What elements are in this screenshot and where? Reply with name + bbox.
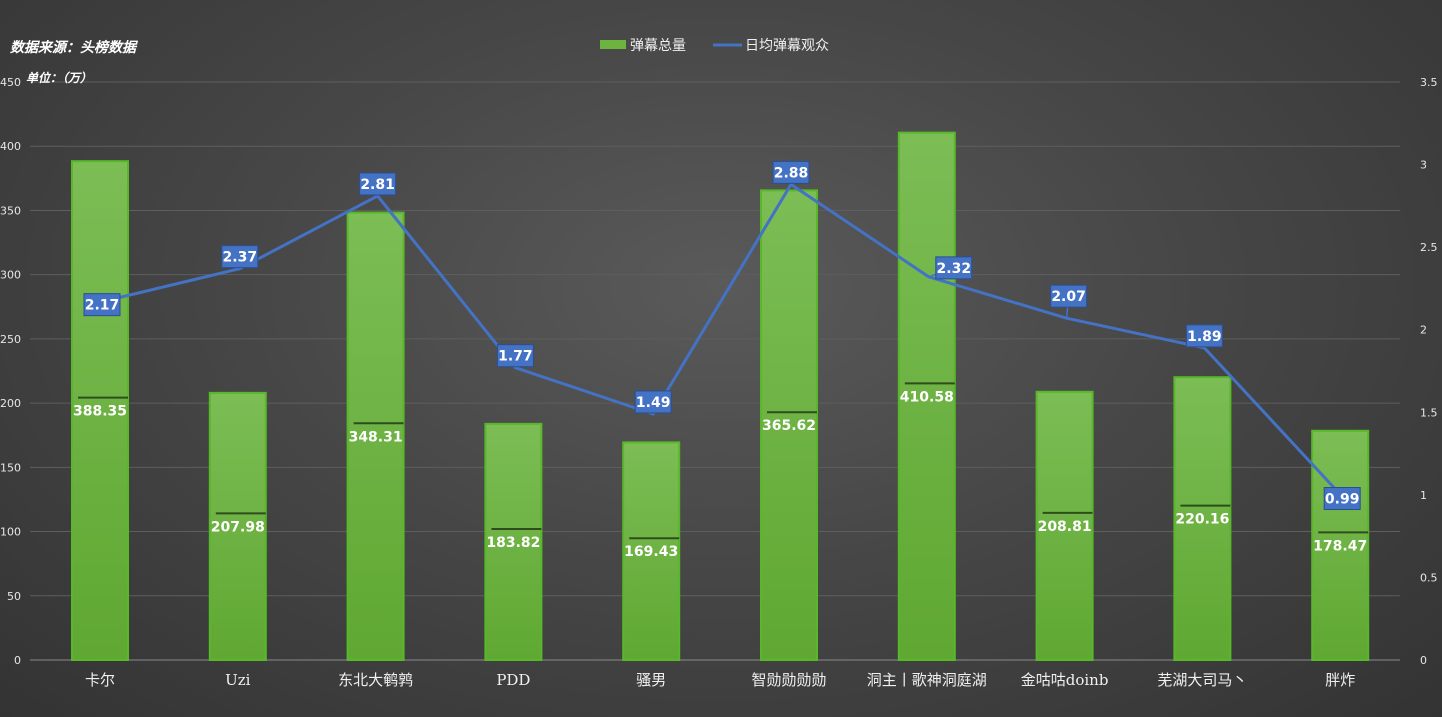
line-value-label: 2.17 bbox=[85, 298, 120, 314]
line-label-box bbox=[83, 293, 121, 317]
left-tick-label: 350 bbox=[0, 204, 21, 217]
line-value-label: 2.37 bbox=[223, 250, 258, 266]
legend-line-label: 日均弹幕观众 bbox=[745, 38, 829, 54]
left-axis-ticks: 0 50 100 150 200 250 300 350 400 450 bbox=[0, 76, 21, 667]
bar-6 bbox=[760, 189, 818, 662]
line-value-label: 2.81 bbox=[360, 177, 395, 193]
line-value-label: 1.89 bbox=[1187, 329, 1222, 345]
line-series bbox=[101, 172, 1344, 499]
right-tick-label: 1.5 bbox=[1420, 406, 1438, 419]
category-label: 胖炸 bbox=[1325, 671, 1355, 689]
left-tick-label: 0 bbox=[14, 654, 21, 667]
legend-bar-swatch bbox=[600, 40, 626, 49]
category-label: PDD bbox=[496, 671, 530, 689]
line-value-label: 2.07 bbox=[1051, 289, 1086, 305]
right-tick-label: 2 bbox=[1420, 324, 1427, 337]
category-label: 金咕咕doinb bbox=[1021, 671, 1109, 689]
bar-5 bbox=[622, 441, 681, 662]
line-value-label: 2.88 bbox=[774, 165, 809, 181]
bar-10 bbox=[1311, 429, 1370, 661]
data-source-label: 数据来源：头榜数据 bbox=[10, 39, 139, 56]
bar-value-label: 208.81 bbox=[1038, 519, 1092, 535]
category-label: 东北大鹌鹑 bbox=[338, 671, 413, 689]
unit-label: 单位：（万） bbox=[26, 71, 92, 85]
left-tick-label: 400 bbox=[0, 140, 21, 153]
bars bbox=[71, 131, 1370, 662]
category-label: Uzi bbox=[225, 671, 251, 689]
left-tick-label: 300 bbox=[0, 269, 21, 282]
left-tick-label: 200 bbox=[0, 397, 21, 410]
bar-value-label: 183.82 bbox=[486, 535, 540, 551]
legend-bar-label: 弹幕总量 bbox=[630, 38, 686, 54]
legend: 弹幕总量 日均弹幕观众 bbox=[600, 38, 829, 54]
bar-9 bbox=[1173, 376, 1232, 661]
right-axis-ticks: 0 0.5 1 1.5 2 2.5 3 3.5 bbox=[1420, 76, 1438, 667]
bar-value-label: 410.58 bbox=[900, 389, 954, 405]
line-label-box bbox=[1323, 487, 1361, 511]
right-tick-label: 2.5 bbox=[1420, 241, 1438, 254]
line-label-box bbox=[772, 160, 810, 184]
left-tick-label: 150 bbox=[0, 461, 21, 474]
bar-3 bbox=[346, 211, 405, 662]
bar-value-label: 220.16 bbox=[1175, 512, 1229, 528]
bar-value-label: 388.35 bbox=[73, 404, 127, 420]
line-label-box bbox=[359, 172, 397, 196]
left-tick-label: 450 bbox=[0, 76, 21, 89]
right-tick-label: 0 bbox=[1420, 654, 1427, 667]
left-tick-label: 100 bbox=[0, 526, 21, 539]
category-label: 骚男 bbox=[636, 671, 666, 689]
category-labels: 卡尔 Uzi 东北大鹌鹑 PDD 骚男 智勋勋勋勋 洞主丨歌神洞庭湖 金咕咕doinb 芜湖大司… bbox=[85, 671, 1355, 689]
bar-1 bbox=[71, 160, 129, 661]
bar-4 bbox=[484, 422, 543, 662]
left-tick-label: 50 bbox=[7, 590, 21, 603]
category-label: 芜湖大司马丶 bbox=[1157, 671, 1247, 689]
bar-value-label: 207.98 bbox=[211, 519, 265, 535]
line-label-box bbox=[1050, 284, 1088, 308]
bar-value-label: 348.31 bbox=[349, 429, 403, 445]
line-label-box bbox=[221, 245, 259, 269]
category-label: 洞主丨歌神洞庭湖 bbox=[867, 671, 987, 689]
bar-value-label: 365.62 bbox=[762, 418, 816, 434]
bar-value-label: 169.43 bbox=[624, 544, 678, 560]
line-value-label: 1.49 bbox=[636, 395, 671, 411]
bar-2 bbox=[208, 391, 267, 661]
line-value-label: 2.32 bbox=[937, 261, 972, 277]
right-tick-label: 3 bbox=[1420, 159, 1427, 172]
bar-7 bbox=[897, 131, 956, 661]
data-labels: 388.35 207.98 348.31 183.82 169.43 365.62 410.… bbox=[73, 160, 1369, 560]
category-label: 卡尔 bbox=[85, 671, 115, 689]
bar-value-label: 178.47 bbox=[1313, 538, 1367, 554]
right-tick-label: 0.5 bbox=[1420, 571, 1438, 584]
category-label: 智勋勋勋勋 bbox=[751, 671, 826, 689]
left-tick-label: 250 bbox=[0, 333, 21, 346]
line-label-box bbox=[1185, 324, 1223, 348]
right-tick-label: 3.5 bbox=[1420, 76, 1438, 89]
right-tick-label: 1 bbox=[1420, 489, 1427, 502]
bar-8 bbox=[1035, 390, 1094, 661]
line-label-box bbox=[496, 344, 534, 368]
line-path bbox=[101, 182, 1344, 498]
line-value-label: 0.99 bbox=[1325, 492, 1360, 508]
line-label-box bbox=[935, 256, 973, 280]
line-label-box bbox=[634, 390, 672, 414]
line-value-label: 1.77 bbox=[498, 349, 533, 365]
